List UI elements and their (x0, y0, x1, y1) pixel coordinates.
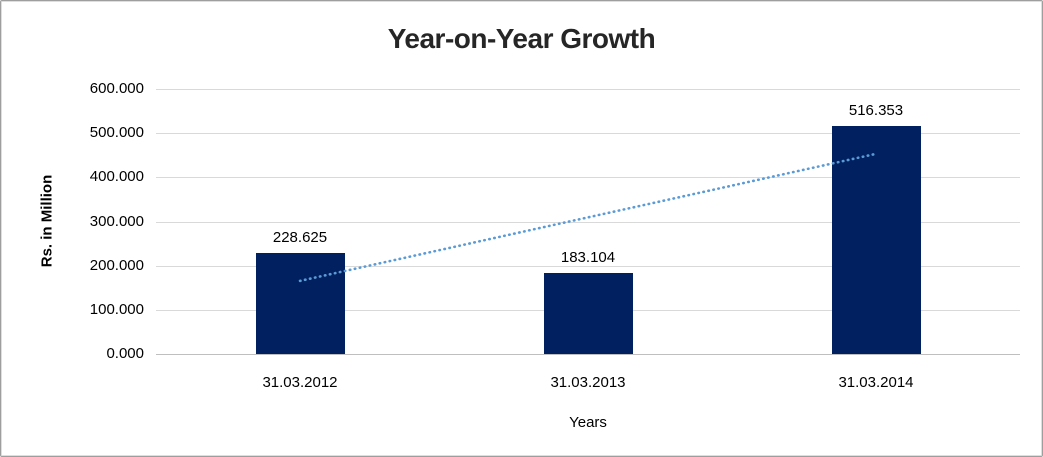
bar-31.03.2012 (256, 253, 345, 354)
trendline-path (298, 152, 878, 283)
x-tick-label: 31.03.2014 (838, 374, 914, 391)
chart-title: Year-on-Year Growth (387, 23, 656, 54)
y-tick-label: 100.000 (89, 301, 144, 318)
y-tick-label: 300.000 (89, 213, 144, 230)
gridline (156, 89, 1020, 90)
bar-value-label: 228.625 (272, 229, 328, 246)
y-tick-label: 400.000 (89, 168, 144, 185)
y-tick-label: 0.000 (106, 345, 144, 362)
bar-value-label: 183.104 (560, 249, 616, 266)
x-tick-label: 31.03.2012 (262, 374, 338, 391)
bar-31.03.2014 (832, 126, 921, 354)
x-axis-title: Years (569, 414, 607, 431)
bar-value-label: 516.353 (848, 102, 904, 119)
bar-31.03.2013 (544, 273, 633, 354)
y-tick-label: 200.000 (89, 257, 144, 274)
gridline (156, 133, 1020, 134)
y-tick-label: 600.000 (89, 80, 144, 97)
trendline (298, 152, 878, 283)
gridline (156, 222, 1020, 223)
y-tick-label: 500.000 (89, 124, 144, 141)
x-axis-line (156, 354, 1020, 355)
gridline (156, 177, 1020, 178)
plot-area: 228.625 183.104 516.353 (156, 89, 1020, 355)
x-tick-label: 31.03.2013 (550, 374, 626, 391)
gridline (156, 266, 1020, 267)
